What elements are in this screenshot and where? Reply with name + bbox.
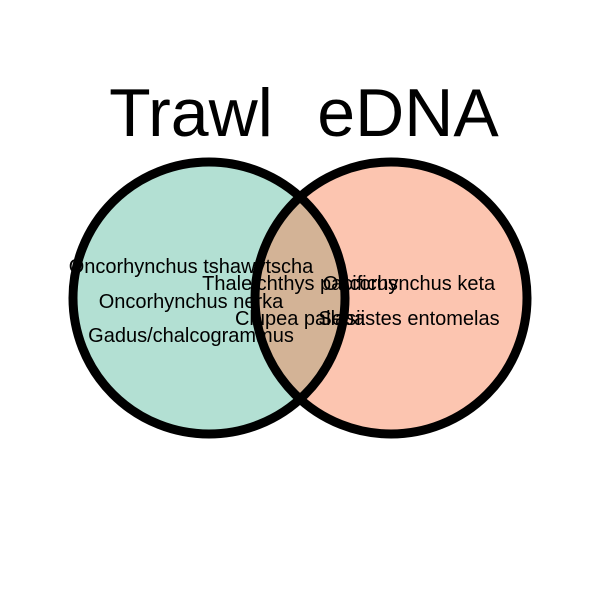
trawl-set-title: Trawl [109, 75, 273, 151]
edna-set-title: eDNA [317, 75, 499, 151]
edna-only-species-label: Sebastes entomelas [318, 308, 499, 330]
shared-species-label: Clupea pallasii [235, 308, 365, 330]
trawl-only-species-label: Oncorhynchus nerka [99, 291, 284, 313]
edna-only-species-label: Oncorhynchus keta [323, 273, 496, 295]
trawl-only-species-label: Oncorhynchus tshawytscha [69, 256, 314, 278]
edna-circle-outline [250, 157, 532, 439]
shared-species-label: Thaleichthys pacificus [202, 273, 398, 295]
trawl-only-species-label: Gadus/chalcogrammus [88, 325, 294, 347]
trawl-circle-outline [68, 157, 350, 439]
